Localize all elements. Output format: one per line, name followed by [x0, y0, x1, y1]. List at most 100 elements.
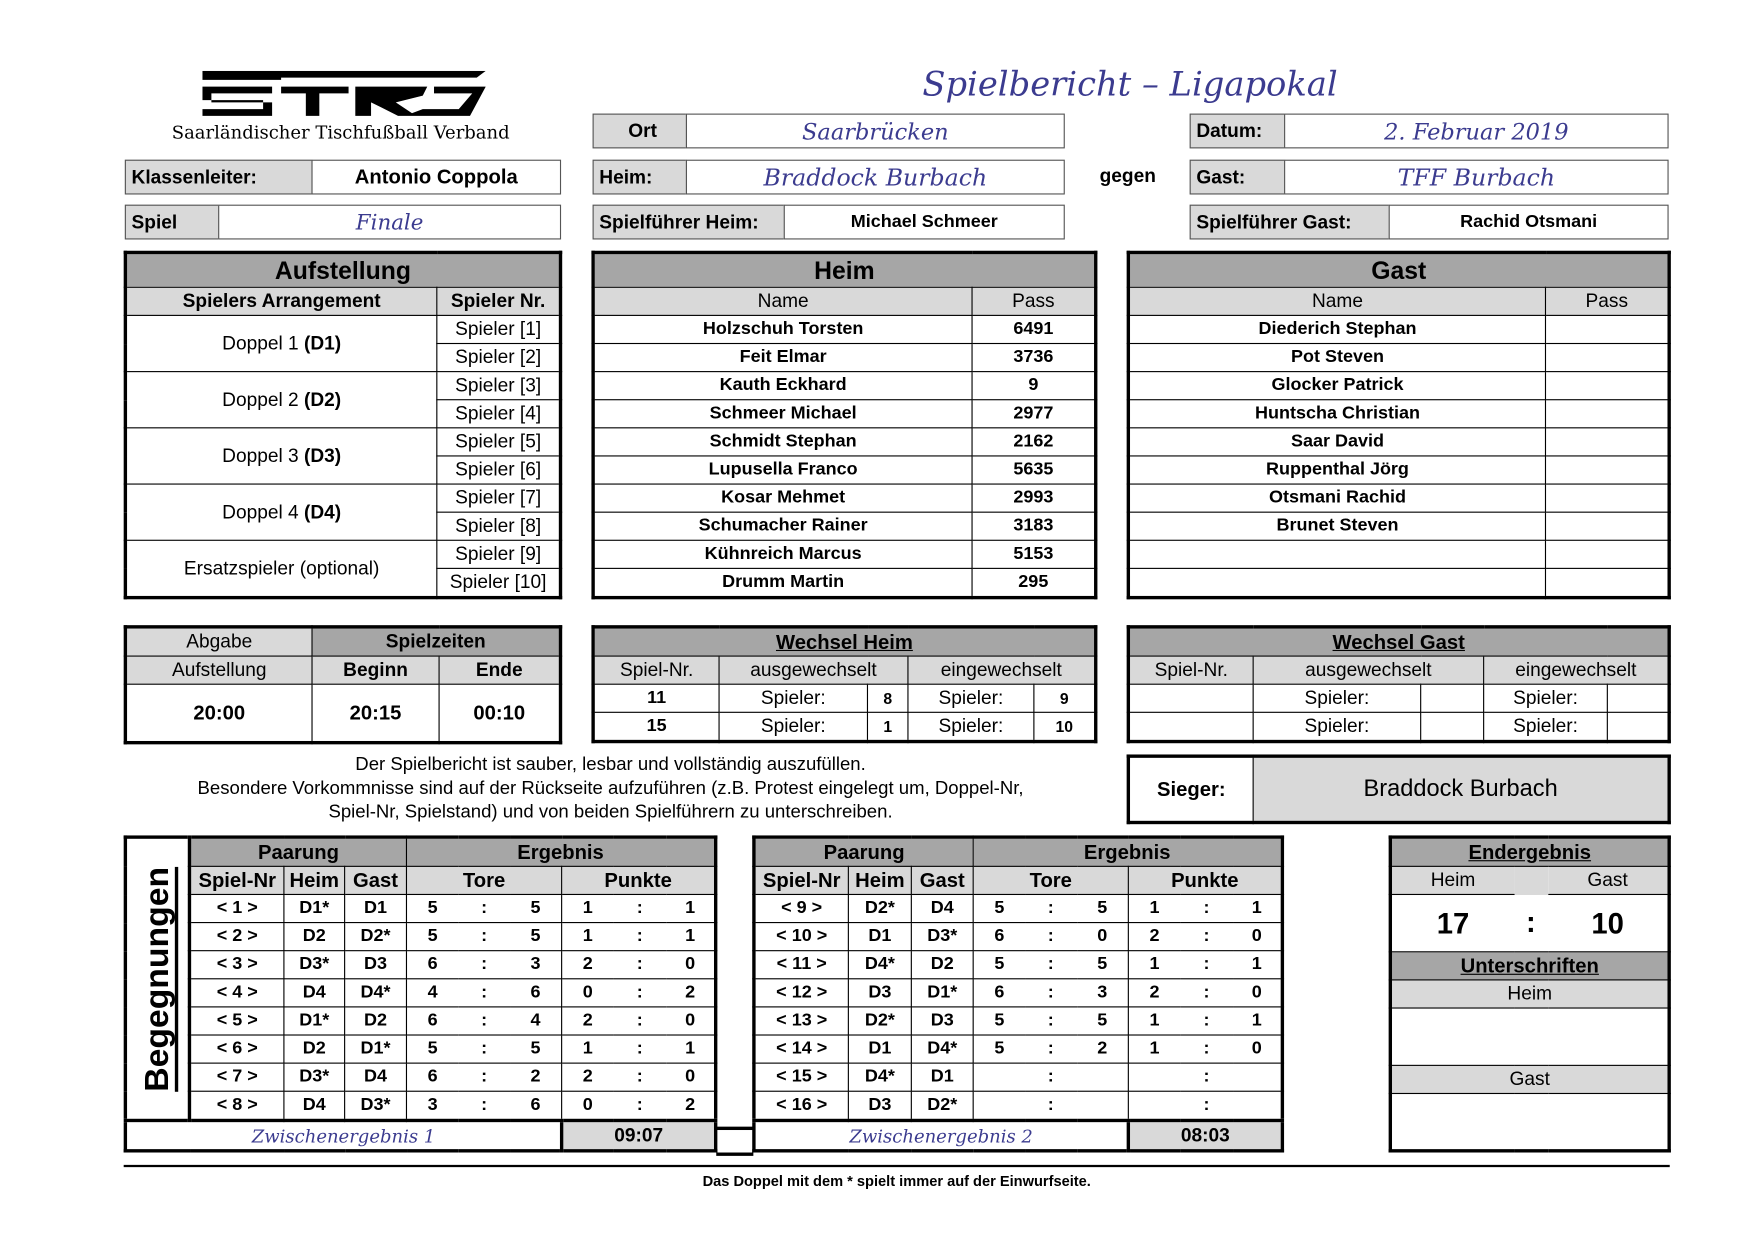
wechsel-spiel-nr[interactable]: 11	[592, 683, 720, 713]
punkte-gast[interactable]: 0	[1232, 1034, 1283, 1064]
tore-gast[interactable]: 4	[509, 1006, 563, 1036]
tore-gast[interactable]: 5	[509, 893, 563, 924]
punkte-heim[interactable]: 2	[1127, 922, 1181, 952]
player-pass[interactable]	[1544, 455, 1670, 485]
punkte-heim[interactable]	[1127, 1062, 1181, 1092]
player-name[interactable]: Schumacher Rainer	[592, 511, 973, 541]
tore-gast[interactable]: 5	[1076, 1006, 1129, 1036]
player-pass[interactable]: 9	[971, 371, 1097, 401]
player-name[interactable]	[1127, 539, 1547, 569]
spiel-field[interactable]: Finale	[218, 204, 562, 240]
ort-field[interactable]: Saarbrücken	[685, 113, 1065, 149]
punkte-heim[interactable]: 1	[1127, 1006, 1181, 1036]
sig-gast-field[interactable]	[1389, 1092, 1670, 1152]
tore-heim[interactable]: 5	[972, 1006, 1025, 1036]
wechsel-spiel-nr[interactable]	[1127, 711, 1254, 743]
punkte-gast[interactable]: 0	[1232, 922, 1283, 952]
player-name[interactable]	[1127, 567, 1547, 599]
punkte-gast[interactable]: 0	[666, 1006, 717, 1036]
player-name[interactable]: Holzschuh Torsten	[592, 314, 973, 345]
player-pass[interactable]	[1544, 314, 1670, 345]
punkte-gast[interactable]: 2	[666, 978, 717, 1008]
player-name[interactable]: Kühnreich Marcus	[592, 539, 973, 569]
beginn-time[interactable]: 20:15	[311, 683, 440, 744]
player-pass[interactable]: 2162	[971, 427, 1097, 457]
player-name[interactable]: Saar David	[1127, 427, 1547, 457]
wechsel-aus[interactable]	[1420, 683, 1485, 713]
player-name[interactable]: Brunet Steven	[1127, 511, 1547, 541]
punkte-heim[interactable]: 2	[561, 950, 614, 980]
tore-heim[interactable]: 6	[405, 950, 459, 980]
tore-heim[interactable]	[972, 1062, 1025, 1092]
player-pass[interactable]	[1544, 399, 1670, 429]
player-pass[interactable]	[1544, 427, 1670, 457]
player-name[interactable]: Diederich Stephan	[1127, 314, 1547, 345]
gast-field[interactable]: TFF Burbach	[1284, 159, 1669, 195]
tore-heim[interactable]: 5	[405, 922, 459, 952]
heim-field[interactable]: Braddock Burbach	[685, 159, 1065, 195]
tore-heim[interactable]: 6	[972, 978, 1025, 1008]
sieger-value[interactable]: Braddock Burbach	[1252, 755, 1670, 824]
player-name[interactable]: Ruppenthal Jörg	[1127, 455, 1547, 485]
tore-heim[interactable]: 4	[405, 978, 459, 1008]
punkte-gast[interactable]: 1	[1232, 950, 1283, 980]
tore-gast[interactable]	[1076, 1090, 1129, 1122]
punkte-heim[interactable]: 1	[561, 893, 614, 924]
tore-heim[interactable]: 6	[405, 1062, 459, 1092]
wechsel-ein[interactable]: 9	[1033, 683, 1097, 713]
player-pass[interactable]	[1544, 511, 1670, 541]
tore-gast[interactable]: 5	[509, 1034, 563, 1064]
player-name[interactable]: Schmeer Michael	[592, 399, 973, 429]
punkte-heim[interactable]: 1	[561, 922, 614, 952]
wechsel-ein[interactable]: 10	[1033, 711, 1097, 743]
wechsel-aus[interactable]: 8	[866, 683, 909, 713]
player-name[interactable]: Lupusella Franco	[592, 455, 973, 485]
abgabe-time[interactable]: 20:00	[124, 683, 313, 744]
wechsel-spiel-nr[interactable]: 15	[592, 711, 720, 743]
player-pass[interactable]	[1544, 342, 1670, 373]
tore-gast[interactable]: 5	[509, 922, 563, 952]
player-name[interactable]: Pot Steven	[1127, 342, 1547, 373]
tore-heim[interactable]: 6	[405, 1006, 459, 1036]
tore-gast[interactable]: 2	[509, 1062, 563, 1092]
tore-gast[interactable]: 2	[1076, 1034, 1129, 1064]
punkte-gast[interactable]: 0	[666, 1062, 717, 1092]
punkte-gast[interactable]: 1	[666, 893, 717, 924]
punkte-gast[interactable]: 1	[1232, 1006, 1283, 1036]
wechsel-aus[interactable]: 1	[866, 711, 909, 743]
punkte-heim[interactable]: 0	[561, 1090, 614, 1122]
tore-gast[interactable]: 0	[1076, 922, 1129, 952]
tore-heim[interactable]: 5	[972, 1034, 1025, 1064]
player-name[interactable]: Glocker Patrick	[1127, 371, 1547, 401]
player-pass[interactable]: 295	[971, 567, 1097, 599]
punkte-gast[interactable]: 0	[1232, 978, 1283, 1008]
player-pass[interactable]	[1544, 483, 1670, 513]
punkte-gast[interactable]: 1	[666, 1034, 717, 1064]
wechsel-ein[interactable]	[1606, 683, 1670, 713]
ende-time[interactable]: 00:10	[438, 683, 562, 744]
sf-gast-field[interactable]: Rachid Otsmani	[1388, 204, 1669, 240]
tore-gast[interactable]: 6	[509, 1090, 563, 1122]
player-name[interactable]: Otsmani Rachid	[1127, 483, 1547, 513]
punkte-heim[interactable]	[1127, 1090, 1181, 1122]
player-pass[interactable]: 6491	[971, 314, 1097, 345]
tore-heim[interactable]: 5	[972, 893, 1025, 924]
tore-heim[interactable]: 6	[972, 922, 1025, 952]
punkte-gast[interactable]: 1	[1232, 893, 1283, 924]
sf-heim-field[interactable]: Michael Schmeer	[783, 204, 1065, 240]
player-pass[interactable]: 5153	[971, 539, 1097, 569]
wechsel-ein[interactable]	[1606, 711, 1670, 743]
tore-heim[interactable]: 5	[405, 1034, 459, 1064]
punkte-heim[interactable]: 1	[1127, 893, 1181, 924]
player-pass[interactable]	[1544, 567, 1670, 599]
punkte-heim[interactable]: 2	[1127, 978, 1181, 1008]
punkte-heim[interactable]: 2	[561, 1006, 614, 1036]
punkte-heim[interactable]: 2	[561, 1062, 614, 1092]
player-name[interactable]: Huntscha Christian	[1127, 399, 1547, 429]
punkte-gast[interactable]	[1232, 1090, 1283, 1122]
tore-gast[interactable]: 6	[509, 978, 563, 1008]
sig-heim-field[interactable]	[1389, 1007, 1670, 1066]
tore-gast[interactable]: 3	[1076, 978, 1129, 1008]
player-name[interactable]: Feit Elmar	[592, 342, 973, 373]
punkte-gast[interactable]: 2	[666, 1090, 717, 1122]
